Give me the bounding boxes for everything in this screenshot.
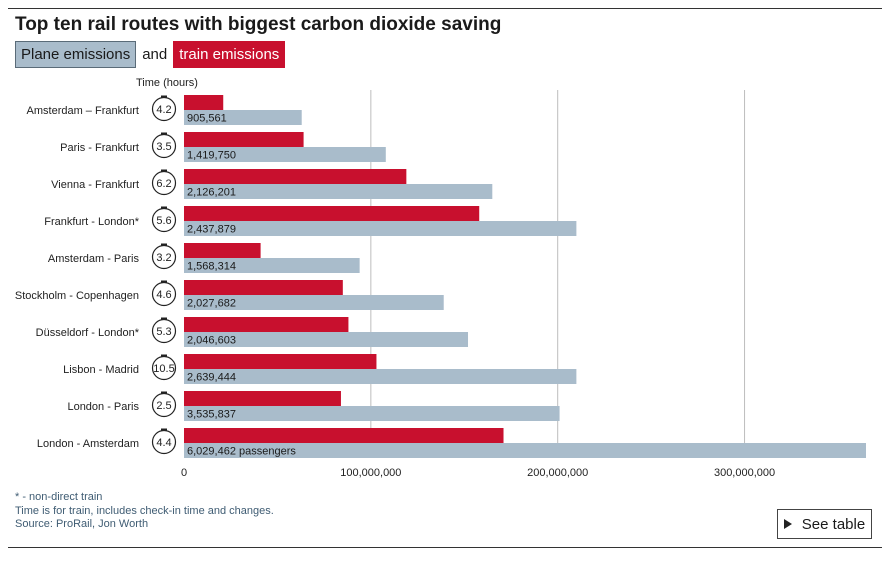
plane-emissions-bar (184, 147, 386, 162)
route-label: Frankfurt - London* (44, 216, 139, 228)
travel-time-label: 3.2 (156, 252, 171, 264)
plane-emissions-bar (184, 110, 302, 125)
plane-emissions-bar (184, 221, 577, 236)
train-emissions-bar (184, 243, 261, 258)
see-table-button[interactable]: See table (777, 509, 872, 539)
train-emissions-bar (184, 169, 407, 184)
top-rule (8, 8, 882, 9)
plane-emissions-bar (184, 258, 360, 273)
train-emissions-bar (184, 354, 377, 369)
travel-time-label: 3.5 (156, 141, 171, 153)
see-table-label: See table (801, 515, 866, 533)
passenger-count-label: 1,419,750 (187, 150, 236, 162)
bar-chart: 0 100,000,000 200,000,000 300,000,000 Amster… (15, 90, 866, 479)
passenger-count-label: 6,029,462 passengers (187, 446, 296, 458)
train-emissions-bar (184, 428, 504, 443)
plane-emissions-bar (184, 443, 866, 458)
passenger-count-label: 2,437,879 (187, 224, 236, 236)
route-label: Lisbon - Madrid (63, 364, 139, 376)
passenger-count-label: 2,027,682 (187, 298, 236, 310)
note-non-direct: * - non-direct train (15, 491, 103, 503)
train-emissions-bar (184, 280, 343, 295)
legend-plane-emissions: Plane emissions (15, 41, 137, 68)
travel-time-label: 4.6 (156, 289, 171, 301)
time-column-header: Time (hours) (136, 77, 198, 89)
chart-title: Top ten rail routes with biggest carbon … (15, 14, 502, 35)
plane-emissions-bar (184, 369, 577, 384)
x-tick-label: 100,000,000 (340, 467, 401, 479)
plane-emissions-bar (184, 295, 444, 310)
x-tick-label: 300,000,000 (714, 467, 775, 479)
route-label: Düsseldorf - London* (36, 327, 140, 339)
route-label: Amsterdam – Frankfurt (27, 105, 139, 117)
plane-emissions-bar (184, 332, 469, 347)
train-emissions-bar (184, 391, 341, 406)
route-label: London - Amsterdam (37, 438, 139, 450)
plane-emissions-bar (184, 184, 493, 199)
passenger-count-label: 2,046,603 (187, 335, 236, 347)
passenger-count-label: 905,561 (187, 113, 227, 125)
route-label: Vienna - Frankfurt (51, 179, 139, 191)
travel-time-label: 5.6 (156, 215, 171, 227)
bottom-rule (8, 547, 882, 548)
train-emissions-bar (184, 206, 480, 221)
passenger-count-label: 2,639,444 (187, 372, 236, 384)
train-emissions-bar (184, 132, 304, 147)
travel-time-label: 6.2 (156, 178, 171, 190)
travel-time-label: 5.3 (156, 326, 171, 338)
route-label: Stockholm - Copenhagen (15, 290, 139, 302)
passenger-count-label: 3,535,837 (187, 409, 236, 421)
play-triangle-icon (783, 519, 792, 529)
route-label: Amsterdam - Paris (48, 253, 140, 265)
x-tick-label: 0 (181, 467, 187, 479)
legend: Plane emissions and train emissions (15, 41, 286, 68)
travel-time-label: 10.5 (153, 363, 174, 375)
travel-time-label: 4.2 (156, 104, 171, 116)
plane-emissions-bar (184, 406, 560, 421)
footnotes: * - non-direct train Time is for train, … (15, 491, 274, 532)
note-time: Time is for train, includes check-in tim… (15, 504, 274, 517)
x-tick-label: 200,000,000 (527, 467, 588, 479)
travel-time-label: 2.5 (156, 400, 171, 412)
train-emissions-bar (184, 95, 224, 110)
route-label: Paris - Frankfurt (60, 142, 139, 154)
route-label: London - Paris (67, 401, 139, 413)
legend-and-text: and (142, 46, 168, 63)
train-emissions-bar (184, 317, 349, 332)
passenger-count-label: 1,568,314 (187, 261, 236, 273)
passenger-count-label: 2,126,201 (187, 187, 236, 199)
legend-train-emissions: train emissions (173, 41, 286, 68)
note-source: Source: ProRail, Jon Worth (15, 518, 149, 530)
travel-time-label: 4.4 (156, 437, 171, 449)
